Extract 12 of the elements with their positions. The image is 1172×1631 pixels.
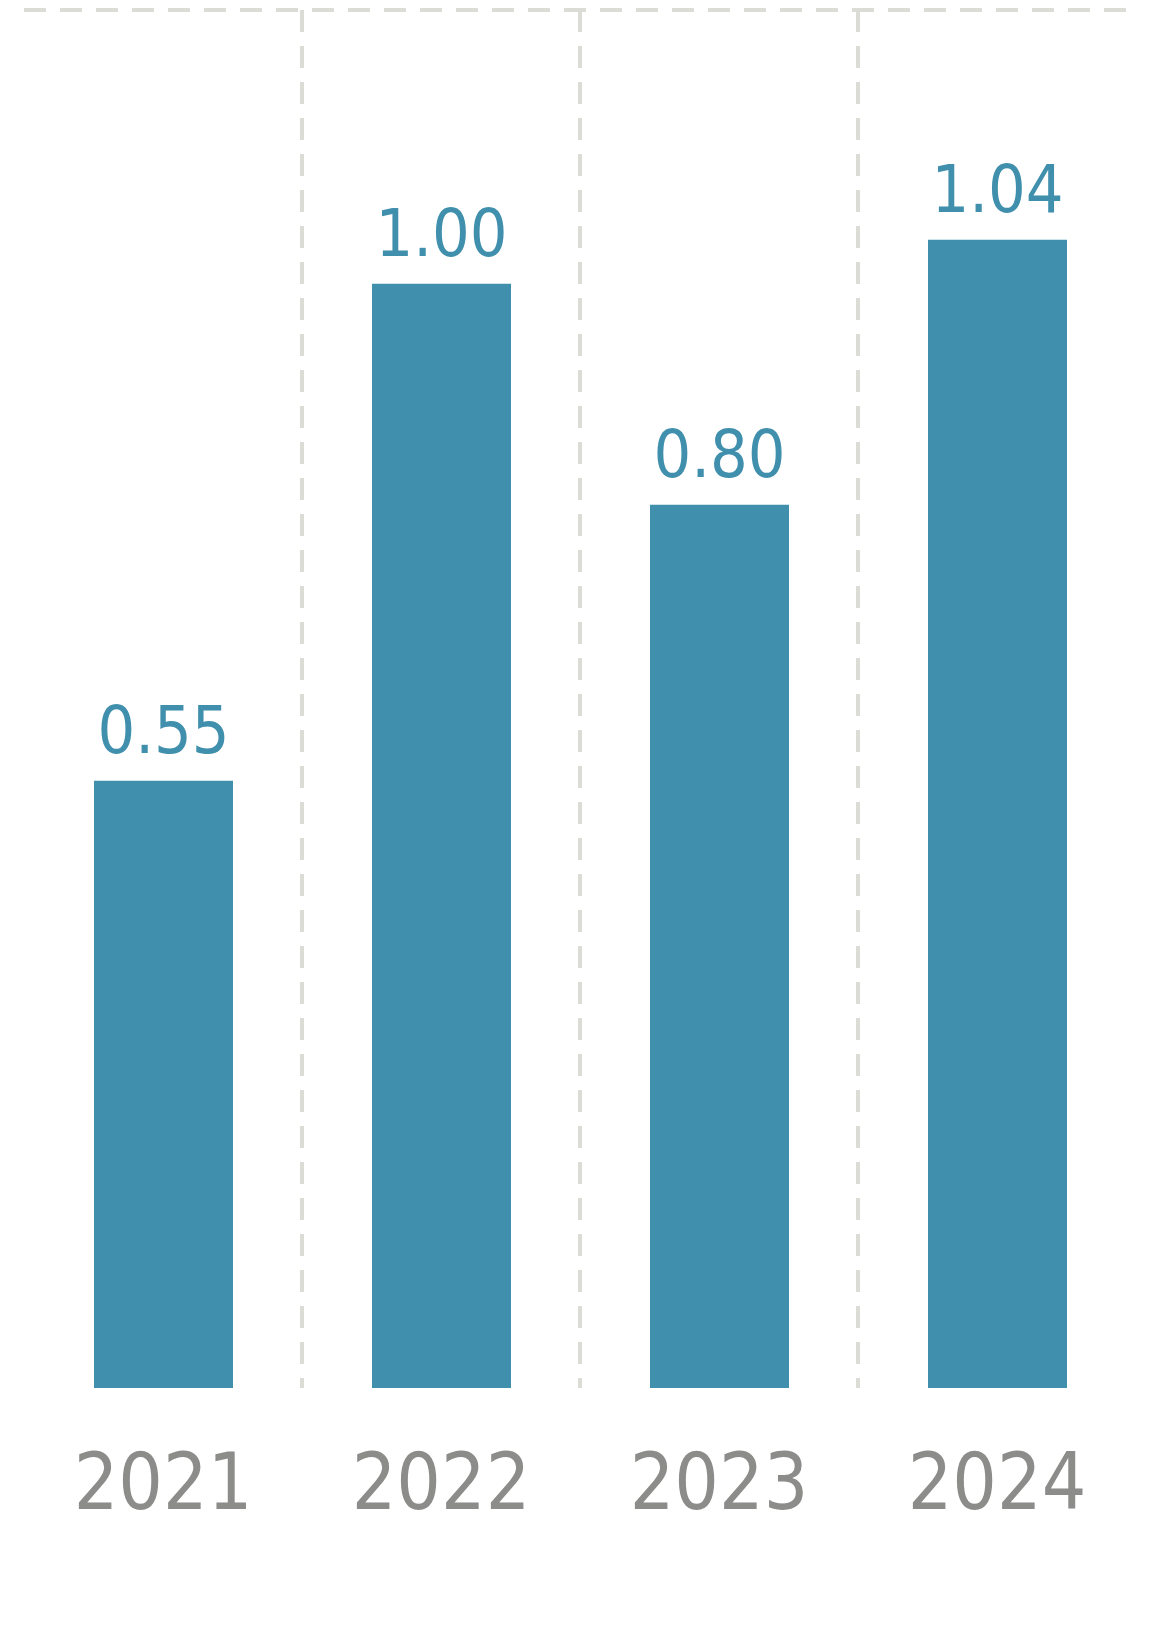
- bar: [928, 239, 1067, 1388]
- x-tick-label: 2024: [907, 1437, 1087, 1528]
- data-label: 1.04: [931, 150, 1064, 228]
- data-label: 0.55: [97, 691, 230, 769]
- x-tick-label: 2023: [629, 1437, 809, 1528]
- x-tick-label: 2021: [73, 1437, 253, 1528]
- bar: [650, 504, 789, 1388]
- data-label: 1.00: [375, 194, 508, 272]
- bar: [372, 283, 511, 1388]
- x-tick-label: 2022: [351, 1437, 531, 1528]
- data-label: 0.80: [653, 415, 786, 493]
- bar: [94, 780, 233, 1388]
